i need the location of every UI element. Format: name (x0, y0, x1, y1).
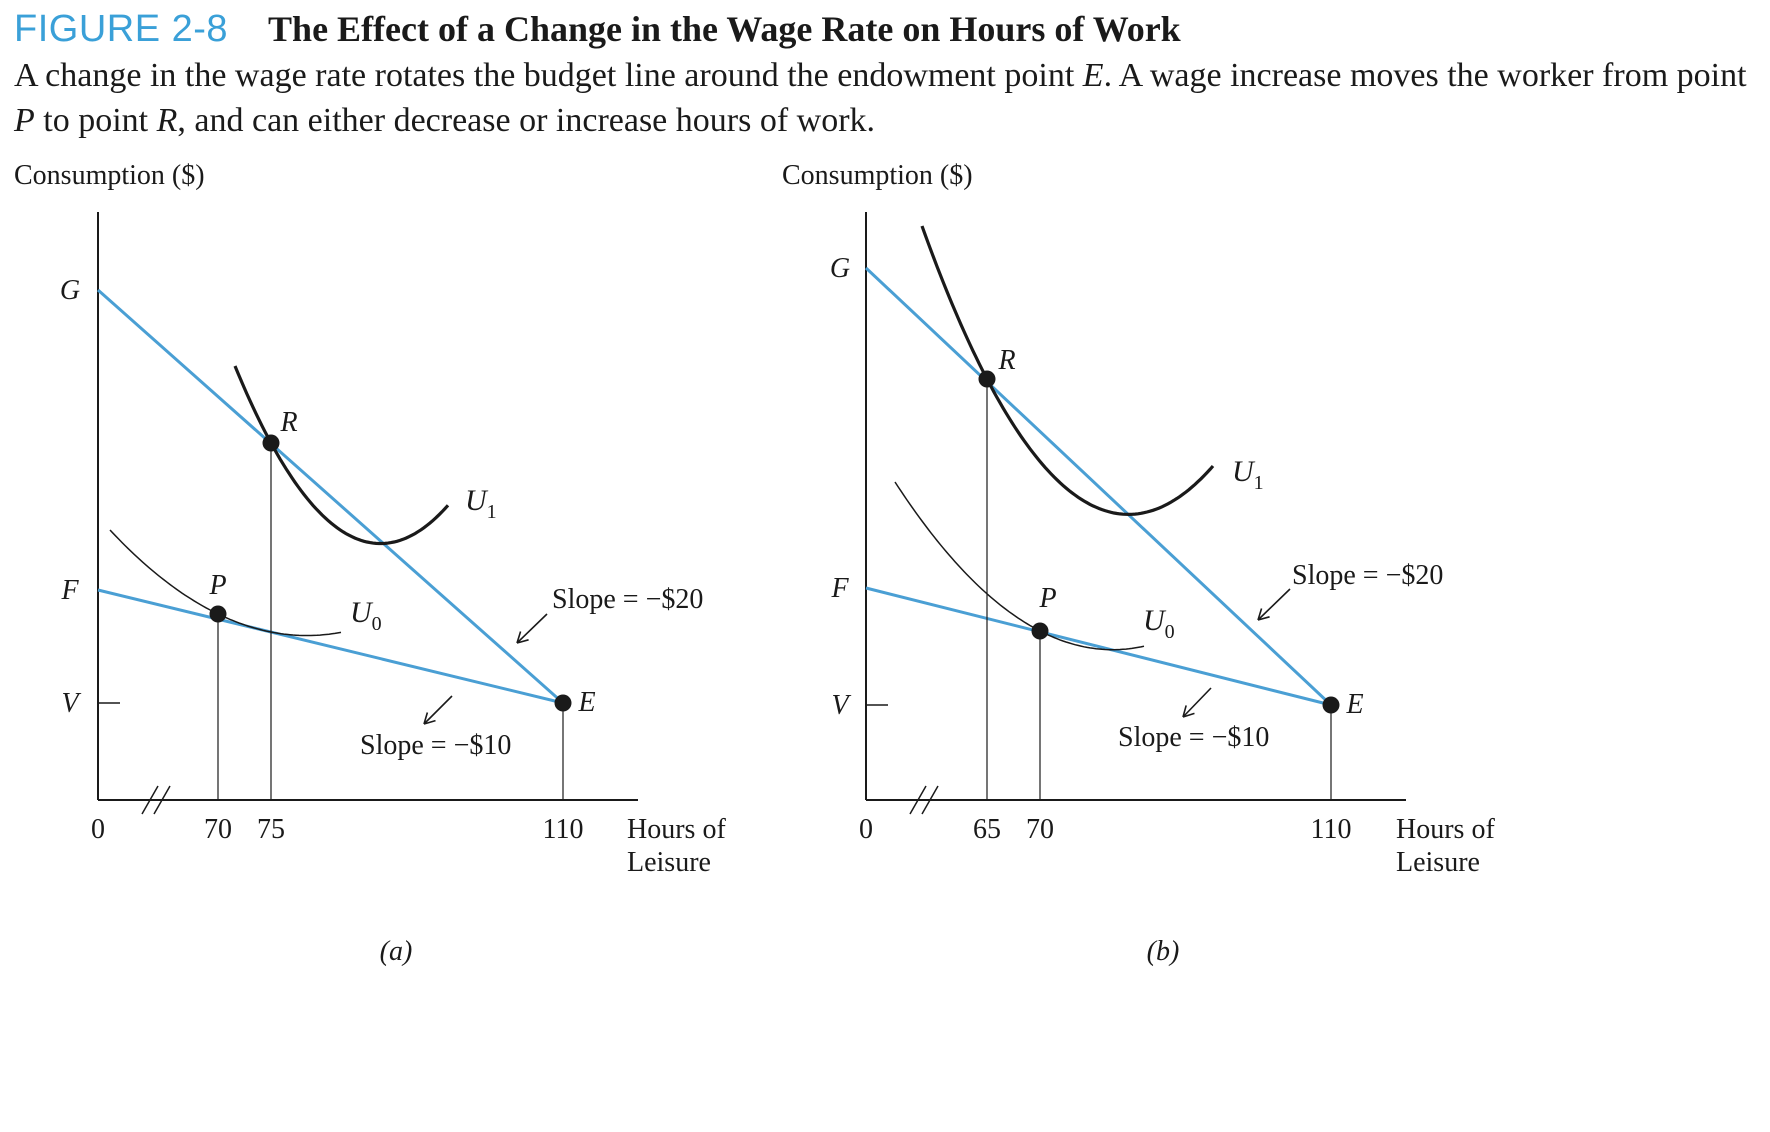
budget-line-FV (97, 588, 564, 705)
slope-annotation-20: Slope = −$20 (1292, 560, 1443, 591)
caption-segment: E (1082, 57, 1104, 94)
indifference-curve-U1 (920, 225, 1215, 517)
x-tick-label: 75 (257, 814, 285, 845)
curve-label-main: U (1143, 604, 1167, 637)
figure-title-line: FIGURE 2-8 The Effect of a Change in the… (14, 8, 1759, 51)
slope-arrow-shaft (423, 695, 453, 725)
y-label-G: G (60, 275, 80, 306)
curve-label-U1: U1 (1232, 455, 1264, 494)
slope-arrow-head (516, 631, 522, 644)
axis-break-mark (921, 785, 939, 815)
budget-line-FV (865, 586, 1332, 707)
curve-label-sub: 0 (1165, 621, 1175, 643)
slope-arrow-head (423, 719, 436, 725)
axis-break-mark (909, 785, 927, 815)
caption-segment: R (156, 102, 178, 139)
point-E (554, 694, 572, 712)
point-label-R: R (279, 407, 297, 438)
caption-segment: P (14, 102, 35, 139)
x-tick-label: 110 (1311, 814, 1352, 845)
figure-label: FIGURE 2-8 (14, 8, 229, 50)
curve-label-sub: 1 (1254, 472, 1264, 494)
figure-caption: A change in the wage rate rotates the bu… (14, 53, 1759, 143)
caption-segment: to point (34, 102, 157, 139)
x-axis-title: Hours of (1396, 814, 1495, 845)
curve-label-main: U (465, 484, 489, 517)
curve-label-U0: U0 (1143, 604, 1175, 643)
slope-arrow-head (1182, 712, 1195, 718)
axis-break-mark (153, 785, 171, 815)
point-label-P: P (208, 570, 226, 601)
y-axis-title: Consumption ($) (782, 160, 973, 191)
figure-title: The Effect of a Change in the Wage Rate … (268, 9, 1181, 49)
y-label-V: V (831, 690, 851, 721)
caption-segment: A change in the wage rate rotates the bu… (14, 57, 1083, 94)
chart-panel-b: Consumption ($) G F V 0 65 70 110 Hours ofLeisur… (782, 160, 1495, 967)
x-tick-label: 110 (543, 814, 584, 845)
point-P (1031, 622, 1049, 640)
caption-segment: , and can either decrease or increase ho… (177, 102, 876, 139)
curve-label-main: U (1232, 455, 1256, 488)
slope-arrow-head (1257, 616, 1270, 621)
curve-label-sub: 1 (487, 501, 497, 523)
point-label-P: P (1038, 583, 1056, 614)
point-R (978, 370, 996, 388)
y-label-G: G (830, 253, 850, 284)
x-axis-title: Hours of (627, 814, 726, 845)
x-tick-label: 65 (973, 814, 1001, 845)
x-tick-label: 0 (859, 814, 873, 845)
budget-line-GV (864, 266, 1333, 707)
slope-arrow-head (1257, 608, 1263, 621)
point-label-R: R (997, 345, 1015, 376)
slope-arrow-shaft (1257, 588, 1291, 621)
figure-header: FIGURE 2-8 The Effect of a Change in the… (14, 8, 1759, 143)
x-tick-label: 0 (91, 814, 105, 845)
budget-line-GV (97, 288, 564, 705)
point-label-E: E (1345, 689, 1363, 720)
slope-annotation-10: Slope = −$10 (1118, 722, 1269, 753)
slope-arrow-shaft (516, 613, 548, 644)
panel-label: (b) (1147, 936, 1180, 967)
x-tick-label: 70 (204, 814, 232, 845)
point-P (209, 605, 227, 623)
point-R (262, 434, 280, 452)
y-axis-title: Consumption ($) (14, 160, 205, 191)
point-label-E: E (577, 687, 595, 718)
slope-arrow-head (1182, 705, 1187, 718)
indifference-curve-U1 (233, 365, 450, 546)
axis-break-mark (141, 785, 159, 815)
x-tick-label: 70 (1026, 814, 1054, 845)
x-axis-title: Leisure (1396, 847, 1480, 878)
caption-segment: . A wage increase moves the worker from … (1103, 57, 1747, 94)
curve-label-sub: 0 (372, 613, 382, 635)
point-E (1322, 696, 1340, 714)
curve-label-main: U (350, 596, 374, 629)
y-label-F: F (60, 575, 79, 606)
x-axis-title: Leisure (627, 847, 711, 878)
curve-label-U0: U0 (350, 596, 382, 635)
panel-label: (a) (380, 936, 413, 967)
y-label-F: F (830, 573, 849, 604)
slope-arrow-head (516, 639, 529, 644)
curve-label-U1: U1 (465, 484, 497, 523)
slope-annotation-10: Slope = −$10 (360, 730, 511, 761)
slope-annotation-20: Slope = −$20 (552, 584, 703, 615)
slope-arrow-head (423, 712, 429, 725)
indifference-curve-U0 (894, 481, 1145, 651)
y-label-V: V (61, 688, 81, 719)
slope-arrow-shaft (1182, 687, 1212, 718)
chart-panel-a: Consumption ($) G F V 0 70 75 110 Hours ofLeisur… (14, 160, 726, 967)
